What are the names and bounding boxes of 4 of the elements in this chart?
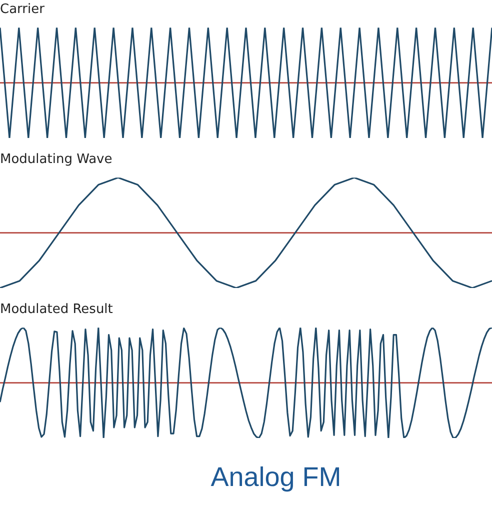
text: Analog FM (210, 462, 342, 493)
chart-title: Carrier (0, 2, 46, 18)
chart-title: Modulated Result (0, 302, 113, 318)
chart-title: Modulating Wave (0, 152, 112, 168)
